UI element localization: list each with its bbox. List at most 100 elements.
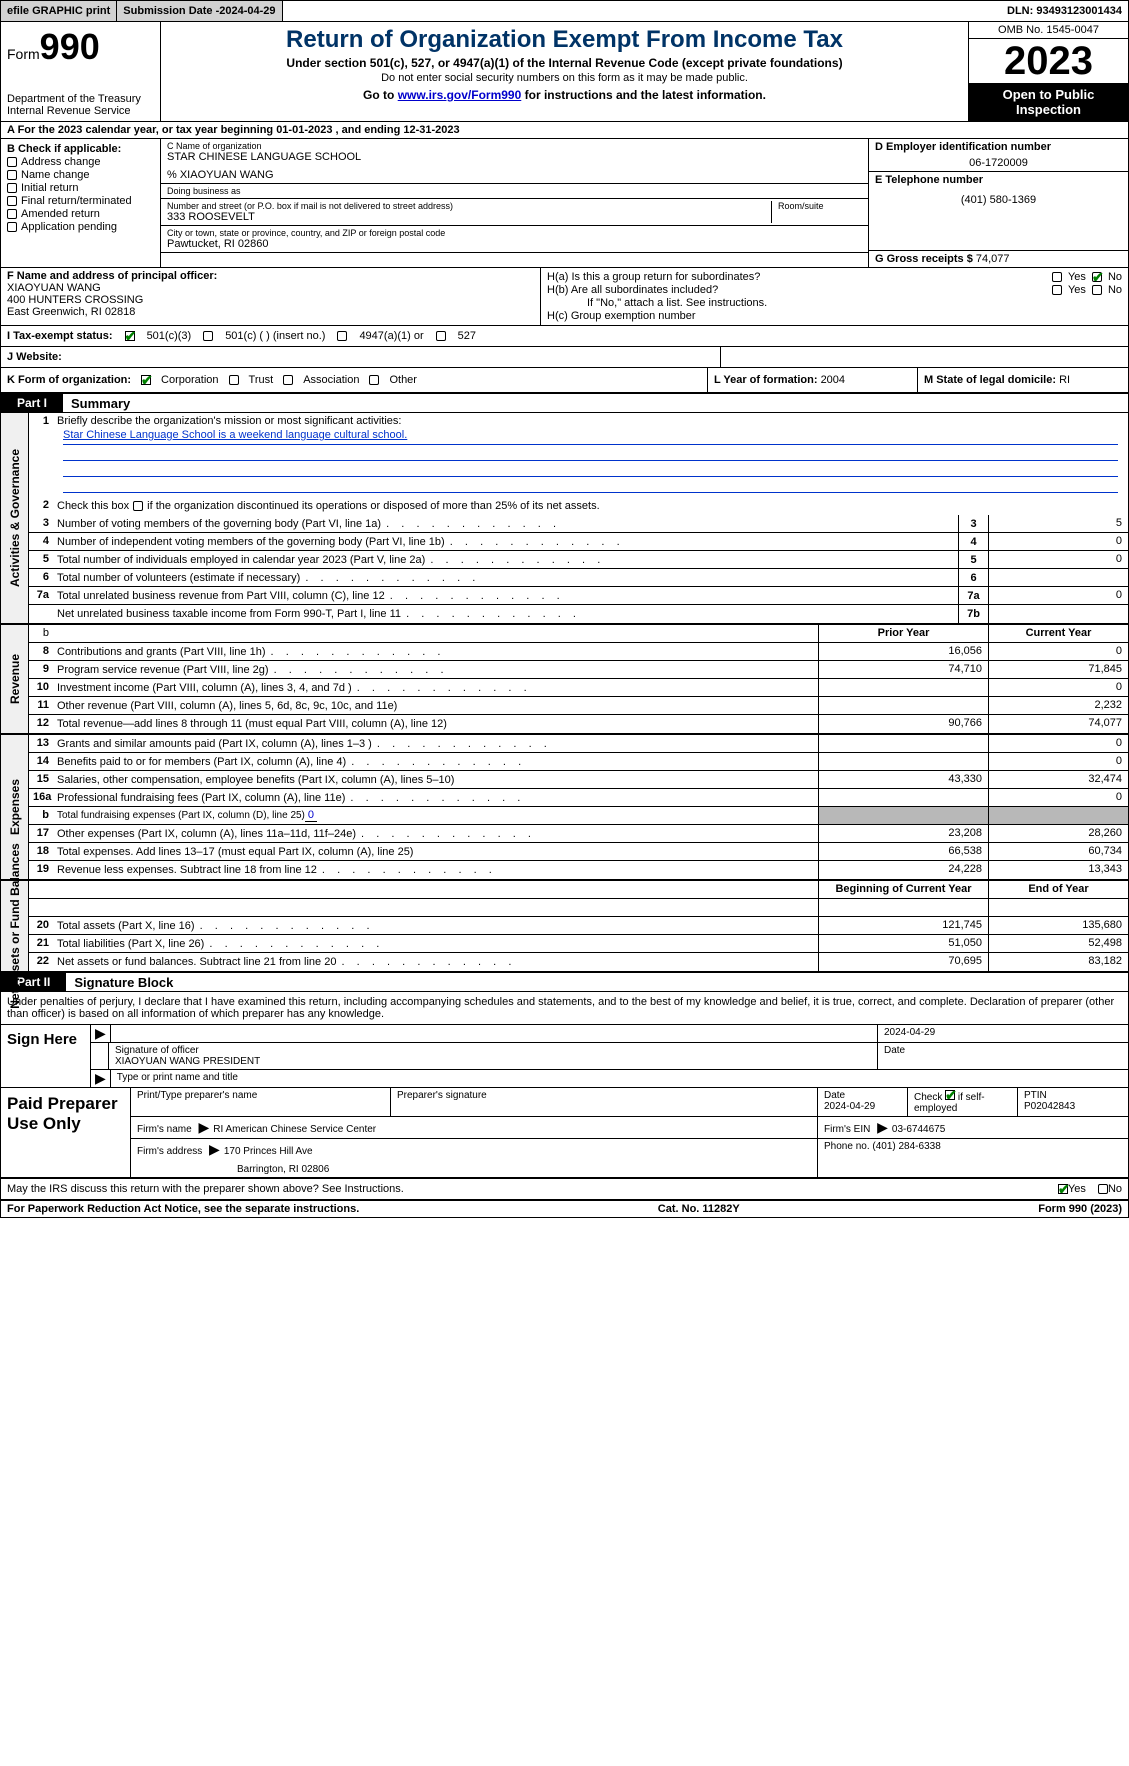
form-990: Form990 Department of the Treasury Inter… — [0, 22, 1129, 1218]
box-b: B Check if applicable: Address change Na… — [1, 139, 161, 267]
val-21-beg: 51,050 — [818, 935, 988, 952]
checkbox-address-change[interactable] — [7, 157, 17, 167]
checkbox-other[interactable] — [369, 375, 379, 385]
irs-link[interactable]: www.irs.gov/Form990 — [398, 88, 522, 102]
efile-print-button[interactable]: efile GRAPHIC print — [1, 1, 117, 21]
val-8-prior: 16,056 — [818, 643, 988, 660]
subtitle-ssn: Do not enter social security numbers on … — [167, 72, 962, 84]
arrow-icon: ▶ — [91, 1025, 111, 1042]
dept-treasury: Department of the Treasury Internal Reve… — [7, 93, 154, 117]
discuss-row: May the IRS discuss this return with the… — [1, 1179, 1128, 1201]
row-i-tax-exempt: I Tax-exempt status: 501(c)(3) 501(c) ( … — [1, 326, 1128, 347]
h-a-yes[interactable] — [1052, 272, 1062, 282]
street-address: 333 ROOSEVELT — [167, 211, 765, 223]
tax-year: 2023 — [969, 39, 1128, 83]
ptin: P02042843 — [1024, 1101, 1122, 1112]
checkbox-discuss-no[interactable] — [1098, 1184, 1108, 1194]
val-10-curr: 0 — [988, 679, 1128, 696]
firm-ein: 03-6744675 — [892, 1124, 945, 1135]
firm-addr: 170 Princes Hill Ave — [224, 1146, 313, 1157]
h-b-yes[interactable] — [1052, 285, 1062, 295]
val-9-curr: 71,845 — [988, 661, 1128, 678]
checkbox-527[interactable] — [436, 331, 446, 341]
val-line-7a: 0 — [988, 587, 1128, 604]
firm-phone: (401) 284-6338 — [872, 1141, 940, 1152]
subtitle-section: Under section 501(c), 527, or 4947(a)(1)… — [167, 56, 962, 70]
box-c: C Name of organization STAR CHINESE LANG… — [161, 139, 868, 267]
footer: For Paperwork Reduction Act Notice, see … — [1, 1201, 1128, 1217]
omb-number: OMB No. 1545-0047 — [969, 22, 1128, 39]
val-16a-prior — [818, 789, 988, 806]
val-13-prior — [818, 735, 988, 752]
val-line-6 — [988, 569, 1128, 586]
val-14-curr: 0 — [988, 753, 1128, 770]
org-name: STAR CHINESE LANGUAGE SCHOOL — [167, 151, 862, 163]
h-a-no[interactable] — [1092, 272, 1102, 282]
val-line-5: 0 — [988, 551, 1128, 568]
row-l-year: L Year of formation: 2004 — [708, 368, 918, 392]
submission-date-box: Submission Date - 2024-04-29 — [117, 1, 282, 21]
dln: DLN: 93493123001434 — [1001, 5, 1128, 17]
val-18-curr: 60,734 — [988, 843, 1128, 860]
checkbox-application-pending[interactable] — [7, 222, 17, 232]
gross-receipts: 74,077 — [976, 253, 1010, 265]
val-12-prior: 90,766 — [818, 715, 988, 733]
val-17-prior: 23,208 — [818, 825, 988, 842]
mission-link[interactable]: Star Chinese Language School is a weeken… — [63, 429, 407, 441]
ein: 06-1720009 — [875, 157, 1122, 169]
checkbox-trust[interactable] — [229, 375, 239, 385]
row-j-website: J Website: — [7, 351, 62, 363]
topbar: efile GRAPHIC print Submission Date - 20… — [0, 0, 1129, 22]
box-d-e-g: D Employer identification number 06-1720… — [868, 139, 1128, 267]
val-19-prior: 24,228 — [818, 861, 988, 879]
val-line-4: 0 — [988, 533, 1128, 550]
vlabel-net-assets: Net Assets or Fund Balances — [1, 881, 29, 971]
checkbox-name-change[interactable] — [7, 170, 17, 180]
val-22-end: 83,182 — [988, 953, 1128, 971]
subtitle-goto: Go to www.irs.gov/Form990 for instructio… — [167, 88, 962, 102]
val-11-prior — [818, 697, 988, 714]
checkbox-501c[interactable] — [203, 331, 213, 341]
val-13-curr: 0 — [988, 735, 1128, 752]
val-8-curr: 0 — [988, 643, 1128, 660]
val-16a-curr: 0 — [988, 789, 1128, 806]
val-line-7b — [988, 605, 1128, 623]
val-10-prior — [818, 679, 988, 696]
val-15-curr: 32,474 — [988, 771, 1128, 788]
val-14-prior — [818, 753, 988, 770]
officer-name: XIAOYUAN WANG PRESIDENT — [115, 1056, 871, 1067]
line-a-tax-year: A For the 2023 calendar year, or tax yea… — [1, 122, 1128, 139]
checkbox-4947[interactable] — [337, 331, 347, 341]
checkbox-self-employed[interactable] — [945, 1090, 955, 1100]
val-16b: 0 — [305, 809, 317, 822]
paid-preparer-block: Paid Preparer Use Only Print/Type prepar… — [1, 1088, 1128, 1179]
sign-here-block: Sign Here ▶ 2024-04-29 Signature of offi… — [1, 1025, 1128, 1088]
checkbox-amended[interactable] — [7, 209, 17, 219]
checkbox-discontinued[interactable] — [133, 501, 143, 511]
checkbox-discuss-yes[interactable] — [1058, 1184, 1068, 1194]
perjury-statement: Under penalties of perjury, I declare th… — [1, 992, 1128, 1025]
val-17-curr: 28,260 — [988, 825, 1128, 842]
h-b-no[interactable] — [1092, 285, 1102, 295]
care-of: % XIAOYUAN WANG — [167, 169, 862, 181]
form-number: Form990 — [7, 26, 154, 68]
checkbox-corp[interactable] — [141, 375, 151, 385]
firm-name: RI American Chinese Service Center — [213, 1124, 376, 1135]
val-20-beg: 121,745 — [818, 917, 988, 934]
val-21-end: 52,498 — [988, 935, 1128, 952]
val-18-prior: 66,538 — [818, 843, 988, 860]
vlabel-revenue: Revenue — [1, 625, 29, 733]
checkbox-initial-return[interactable] — [7, 183, 17, 193]
val-15-prior: 43,330 — [818, 771, 988, 788]
checkbox-501c3[interactable] — [125, 331, 135, 341]
val-20-end: 135,680 — [988, 917, 1128, 934]
arrow-icon: ▶ — [91, 1070, 111, 1087]
val-19-curr: 13,343 — [988, 861, 1128, 879]
city-state-zip: Pawtucket, RI 02860 — [167, 238, 862, 250]
row-k-form-org: K Form of organization: Corporation Trus… — [1, 368, 708, 392]
part-1-header: Part I Summary — [1, 394, 1128, 413]
checkbox-final-return[interactable] — [7, 196, 17, 206]
prep-date: 2024-04-29 — [824, 1101, 901, 1112]
box-h: H(a) Is this a group return for subordin… — [541, 268, 1128, 325]
checkbox-assoc[interactable] — [283, 375, 293, 385]
